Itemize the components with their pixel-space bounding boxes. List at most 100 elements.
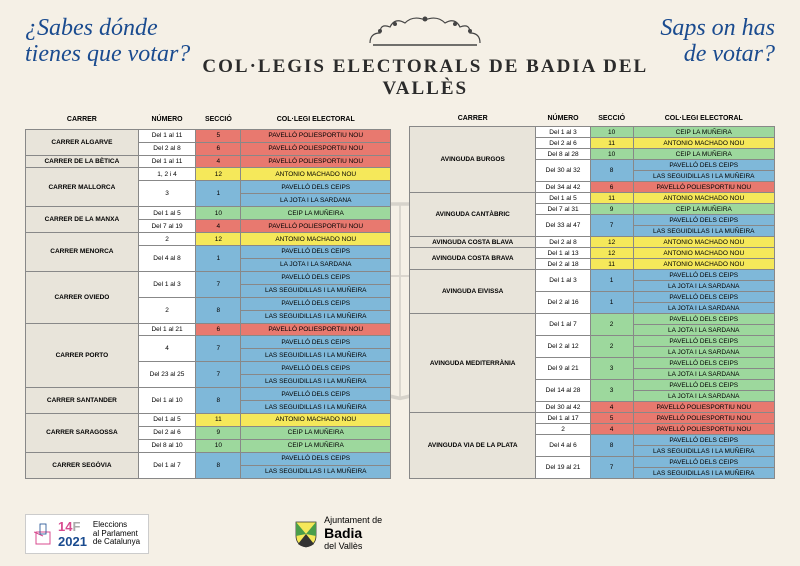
table-row: AVINGUDA CANTÀBRICDel 1 al 511ANTONIO MA… xyxy=(410,193,775,204)
table-row: CARRER DE LA MANXADel 1 al 510CEIP LA MU… xyxy=(26,207,391,220)
collegi-cell: PAVELLÓ DELS CEIPS xyxy=(633,336,774,347)
header: ¿Sabes dónde tienes que votar? COL·LEGIS… xyxy=(0,0,800,105)
collegi-cell: LAS SEGUIDILLAS I LA MUÑEIRA xyxy=(241,375,391,388)
collegi-cell: LA JOTA I LA SARDANA xyxy=(241,194,391,207)
collegi-cell: PAVELLÓ POLIESPORTIU NOU xyxy=(241,142,391,155)
seccio-cell: 4 xyxy=(590,424,633,435)
collegi-cell: PAVELLÓ DELS CEIPS xyxy=(633,457,774,468)
collegi-cell: CEIP LA MUÑEIRA xyxy=(633,204,774,215)
numero-cell: 2 xyxy=(536,424,590,435)
street-cell: CARRER MALLORCA xyxy=(26,168,139,207)
collegi-cell: PAVELLÓ DELS CEIPS xyxy=(241,271,391,284)
seccio-cell: 12 xyxy=(196,233,241,246)
table-row: CARRER DE LA BÈTICADel 1 al 114PAVELLÓ P… xyxy=(26,155,391,168)
ajuntament-shield-icon xyxy=(294,520,318,548)
table-row: CARRER SARAGOSSADel 1 al 511ANTONIO MACH… xyxy=(26,414,391,427)
collegi-cell: PAVELLÓ DELS CEIPS xyxy=(241,388,391,401)
column-header: COL·LEGI ELECTORAL xyxy=(633,111,774,127)
collegi-cell: PAVELLÓ DELS CEIPS xyxy=(241,297,391,310)
street-cell: CARRER ALGARVE xyxy=(26,129,139,155)
crown-icon xyxy=(365,15,485,47)
numero-cell: Del 1 al 3 xyxy=(536,127,590,138)
collegi-cell: ANTONIO MACHADO NOU xyxy=(633,259,774,270)
numero-cell: Del 1 al 5 xyxy=(138,414,195,427)
collegi-cell: PAVELLÓ DELS CEIPS xyxy=(633,314,774,325)
main-title: COL·LEGIS ELECTORALS DE BADIA DEL VALLÈS xyxy=(190,56,660,100)
collegi-cell: LAS SEGUIDILLAS I LA MUÑEIRA xyxy=(633,446,774,457)
numero-cell: Del 2 al 6 xyxy=(138,426,195,439)
street-cell: AVINGUDA COSTA BLAVA xyxy=(410,237,536,248)
table-row: AVINGUDA BURGOSDel 1 al 310CEIP LA MUÑEI… xyxy=(410,127,775,138)
table-right: CARRERNÚMEROSECCIÓCOL·LEGI ELECTORALAVIN… xyxy=(409,111,775,479)
numero-cell: Del 1 al 10 xyxy=(138,388,195,414)
collegi-cell: ANTONIO MACHADO NOU xyxy=(241,168,391,181)
seccio-cell: 5 xyxy=(590,413,633,424)
collegi-cell: PAVELLÓ DELS CEIPS xyxy=(633,215,774,226)
ajuntament-text: Ajuntament de Badia del Vallès xyxy=(324,516,382,551)
tables-container: CARRERNÚMEROSECCIÓCOL·LEGI ELECTORALCARR… xyxy=(0,105,800,479)
collegi-cell: CEIP LA MUÑEIRA xyxy=(241,207,391,220)
column-header: NÚMERO xyxy=(138,111,195,129)
numero-cell: Del 1 al 7 xyxy=(536,314,590,336)
table-row: CARRER SANTANDERDel 1 al 108PAVELLÓ DELS… xyxy=(26,388,391,401)
seccio-cell: 7 xyxy=(196,362,241,388)
collegi-cell: LAS SEGUIDILLAS I LA MUÑEIRA xyxy=(241,401,391,414)
numero-cell: 4 xyxy=(138,336,195,362)
numero-cell: Del 4 al 6 xyxy=(536,435,590,457)
collegi-cell: PAVELLÓ DELS CEIPS xyxy=(633,160,774,171)
seccio-cell: 3 xyxy=(590,358,633,380)
numero-cell: 3 xyxy=(138,181,195,207)
numero-cell: Del 2 al 8 xyxy=(536,237,590,248)
numero-cell: Del 1 al 11 xyxy=(138,155,195,168)
numero-cell: Del 1 al 7 xyxy=(138,452,195,478)
table-row: AVINGUDA COSTA BLAVADel 2 al 812ANTONIO … xyxy=(410,237,775,248)
numero-cell: Del 33 al 47 xyxy=(536,215,590,237)
numero-cell: Del 8 al 10 xyxy=(138,439,195,452)
seccio-cell: 8 xyxy=(590,160,633,182)
collegi-cell: PAVELLÓ DELS CEIPS xyxy=(633,380,774,391)
seccio-cell: 8 xyxy=(196,297,241,323)
numero-cell: Del 1 al 13 xyxy=(536,248,590,259)
question-es-line2: tienes que votar? xyxy=(25,41,190,67)
street-cell: CARRER DE LA BÈTICA xyxy=(26,155,139,168)
seccio-cell: 1 xyxy=(196,181,241,207)
collegi-cell: PAVELLÓ DELS CEIPS xyxy=(633,292,774,303)
collegi-cell: LA JOTA I LA SARDANA xyxy=(633,347,774,358)
seccio-cell: 11 xyxy=(590,259,633,270)
collegi-cell: ANTONIO MACHADO NOU xyxy=(241,414,391,427)
collegi-cell: LA JOTA I LA SARDANA xyxy=(633,369,774,380)
seccio-cell: 11 xyxy=(590,138,633,149)
collegi-cell: PAVELLÓ DELS CEIPS xyxy=(241,336,391,349)
collegi-cell: LA JOTA I LA SARDANA xyxy=(633,281,774,292)
table-row: CARRER PORTODel 1 al 216PAVELLÓ POLIESPO… xyxy=(26,323,391,336)
collegi-cell: LA JOTA I LA SARDANA xyxy=(633,391,774,402)
collegi-cell: PAVELLÓ POLIESPORTIU NOU xyxy=(241,155,391,168)
seccio-cell: 1 xyxy=(590,292,633,314)
street-cell: AVINGUDA COSTA BRAVA xyxy=(410,248,536,270)
street-cell: AVINGUDA EIVISSA xyxy=(410,270,536,314)
collegi-cell: PAVELLÓ POLIESPORTIU NOU xyxy=(241,129,391,142)
numero-cell: 2 xyxy=(138,233,195,246)
street-cell: CARRER PORTO xyxy=(26,323,139,388)
numero-cell: 2 xyxy=(138,297,195,323)
numero-cell: Del 2 al 6 xyxy=(536,138,590,149)
street-cell: AVINGUDA MEDITERRÀNIA xyxy=(410,314,536,413)
street-cell: CARRER OVIEDO xyxy=(26,271,139,323)
seccio-cell: 1 xyxy=(590,270,633,292)
numero-cell: Del 34 al 42 xyxy=(536,182,590,193)
election-year: 14F 2021 xyxy=(58,519,87,549)
collegi-cell: CEIP LA MUÑEIRA xyxy=(633,127,774,138)
collegi-cell: ANTONIO MACHADO NOU xyxy=(633,237,774,248)
street-cell: CARRER SANTANDER xyxy=(26,388,139,414)
table-row: CARRER MENORCA212ANTONIO MACHADO NOU xyxy=(26,233,391,246)
collegi-cell: LAS SEGUIDILLAS I LA MUÑEIRA xyxy=(633,226,774,237)
collegi-cell: ANTONIO MACHADO NOU xyxy=(633,248,774,259)
table-row: AVINGUDA EIVISSADel 1 al 31PAVELLÓ DELS … xyxy=(410,270,775,281)
seccio-cell: 7 xyxy=(590,457,633,479)
elections-logo: 14F 2021 Eleccions al Parlament de Catal… xyxy=(25,514,149,554)
numero-cell: Del 1 al 5 xyxy=(536,193,590,204)
seccio-cell: 6 xyxy=(196,323,241,336)
footer: 14F 2021 Eleccions al Parlament de Catal… xyxy=(25,514,775,554)
seccio-cell: 11 xyxy=(196,414,241,427)
collegi-cell: PAVELLÓ POLIESPORTIU NOU xyxy=(633,402,774,413)
